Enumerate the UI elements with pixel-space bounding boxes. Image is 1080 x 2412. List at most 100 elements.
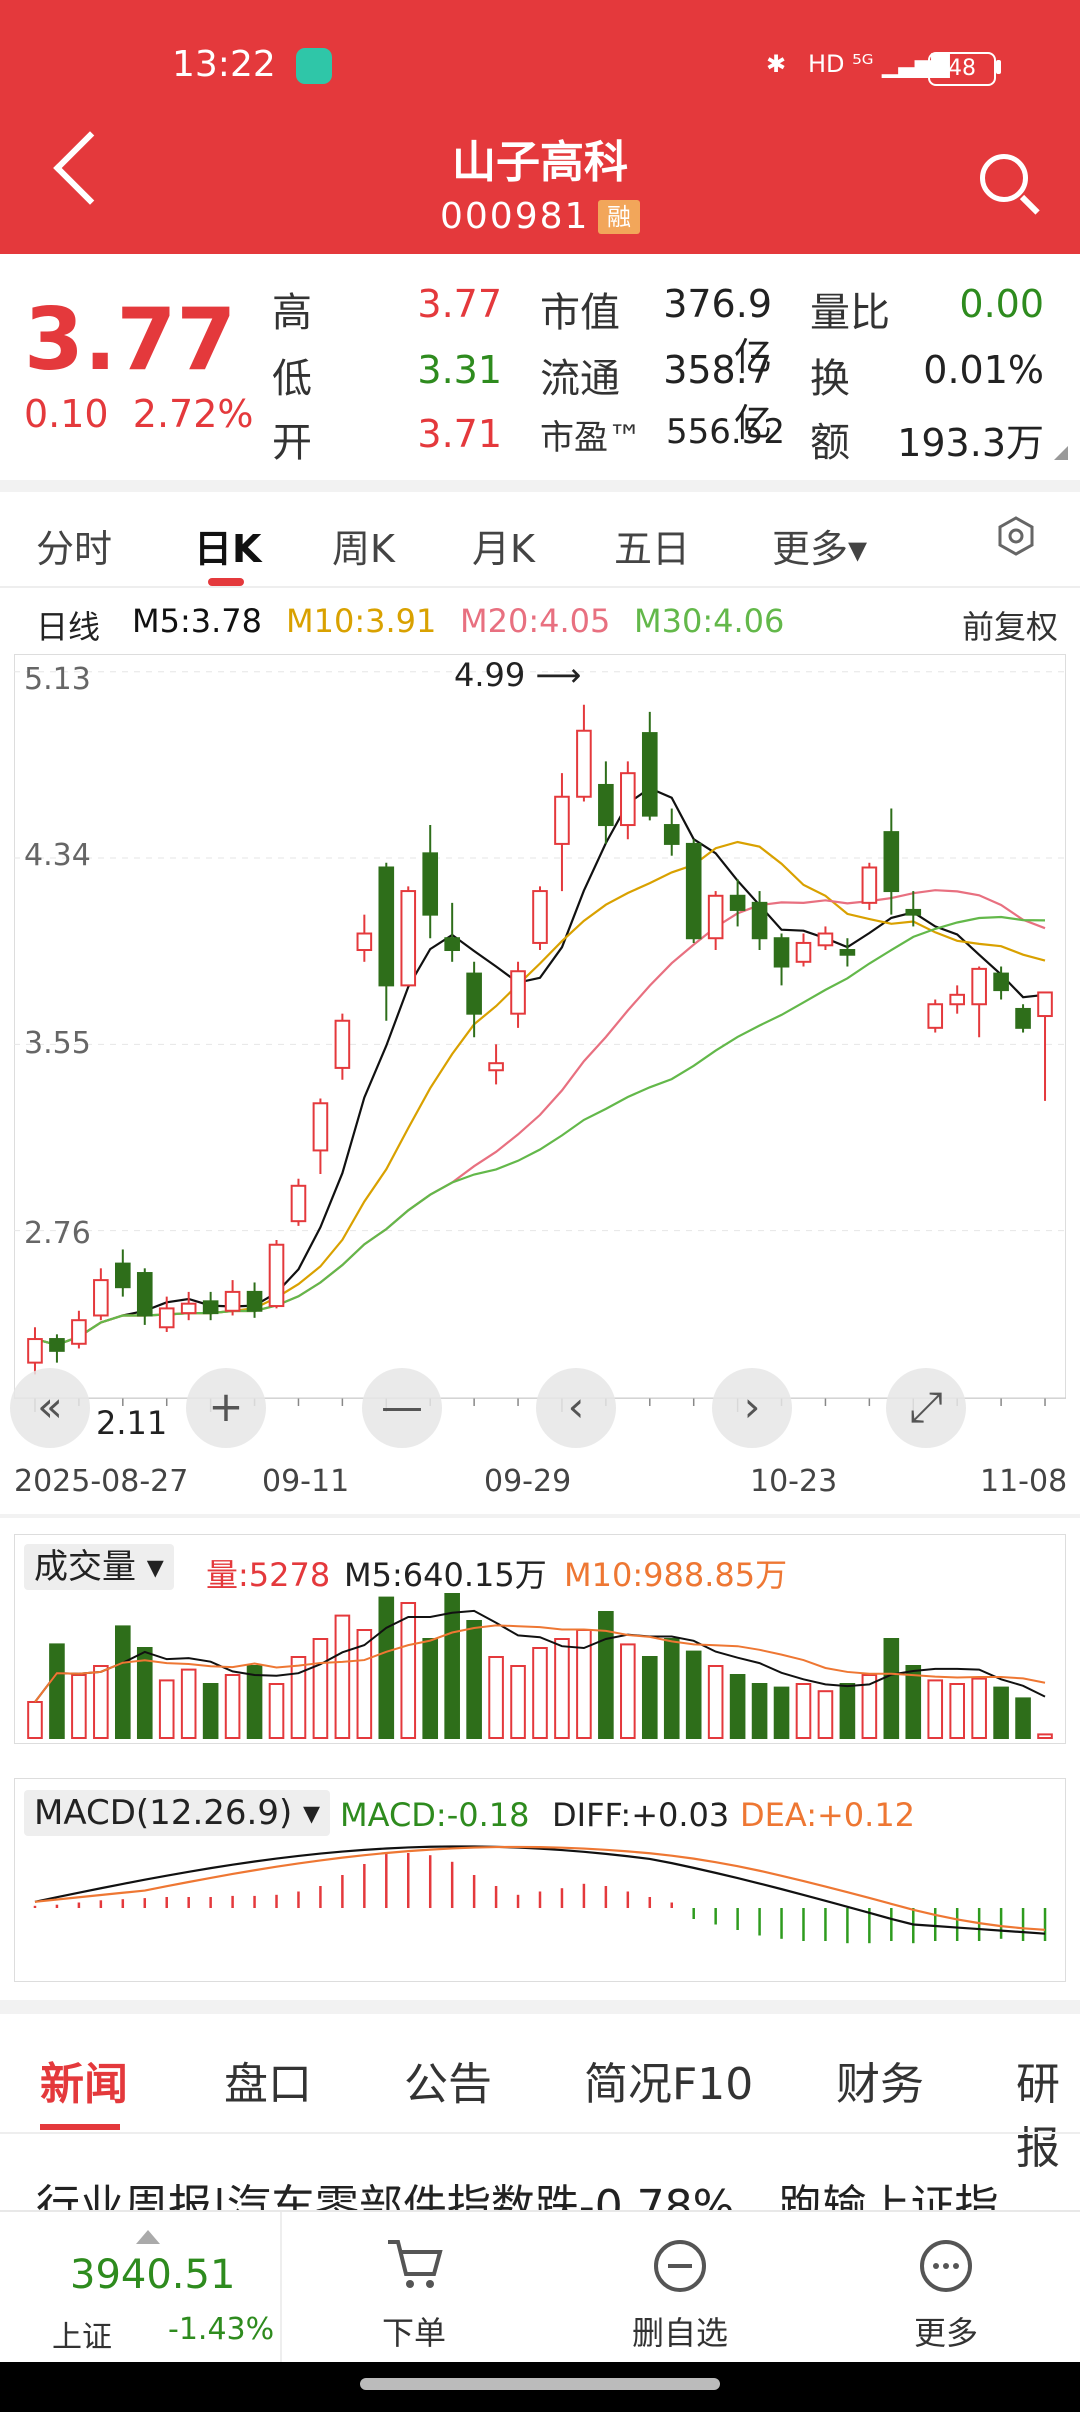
volume-bar	[773, 1686, 790, 1740]
notification-app-icon	[296, 48, 332, 84]
stock-name: 山子高科	[452, 137, 628, 188]
y-tick-label: 3.55	[24, 1026, 91, 1061]
margin-badge: 融	[598, 200, 640, 234]
news-tab[interactable]: 研报	[1016, 2059, 1060, 2174]
stock-code: 000981	[440, 196, 590, 237]
fullscreen-button[interactable]: ⤢	[886, 1368, 966, 1448]
volume-indicator-select[interactable]: 成交量 ▾	[24, 1544, 174, 1590]
news-tab[interactable]: 公告	[404, 2059, 492, 2110]
volume-bar	[993, 1686, 1009, 1740]
zoom-out-button[interactable]: —	[362, 1368, 442, 1448]
period-tab[interactable]: 月K	[472, 527, 535, 571]
ma5-label: M5:3.78	[132, 602, 262, 640]
macd-frame	[14, 1778, 1066, 1982]
volume-bar	[1037, 1733, 1053, 1739]
collapse-up-icon[interactable]	[136, 2230, 160, 2244]
candle	[554, 773, 570, 892]
news-tab[interactable]: 盘口	[224, 2059, 312, 2110]
candle	[598, 761, 614, 844]
period-tab[interactable]: 周K	[332, 527, 395, 571]
volume-bar	[729, 1674, 746, 1739]
volume-bar	[246, 1665, 263, 1739]
news-tab[interactable]: 财务	[836, 2059, 924, 2110]
candle	[246, 1282, 263, 1318]
candle	[180, 1291, 197, 1321]
y-tick-label: 2.76	[24, 1216, 91, 1251]
volume-bar	[620, 1643, 636, 1739]
volume-bar	[751, 1683, 768, 1739]
more-icon[interactable]	[918, 2238, 974, 2294]
quote-label: 高	[272, 290, 312, 336]
quote-label: 市盈™	[540, 418, 642, 458]
cart-icon[interactable]	[384, 2236, 444, 2292]
volume-chart[interactable]	[14, 1534, 1066, 1744]
volume-bar	[817, 1690, 834, 1739]
scroll-left-button[interactable]: ‹	[536, 1368, 616, 1448]
order-button[interactable]: 下单	[381, 2314, 446, 2352]
candle	[751, 891, 768, 951]
candle	[707, 891, 724, 951]
adjust-mode[interactable]: 前复权	[962, 608, 1059, 646]
more-button[interactable]: 更多	[913, 2314, 978, 2352]
gesture-handle[interactable]	[360, 2378, 720, 2390]
candle	[268, 1240, 285, 1309]
settings-gear-icon[interactable]	[996, 516, 1036, 556]
divider	[0, 2000, 1080, 2014]
kline-chart[interactable]	[14, 654, 1066, 1442]
volume-bar	[422, 1638, 439, 1739]
period-tab[interactable]: 分时	[36, 527, 113, 571]
period-tab[interactable]: 日K	[194, 527, 262, 571]
volume-bar	[466, 1620, 482, 1739]
low-annotation: 2.11	[96, 1404, 168, 1442]
volume-bar	[883, 1638, 900, 1739]
news-tab[interactable]: 简况F10	[584, 2059, 754, 2110]
divider	[0, 586, 1080, 588]
scroll-right-button[interactable]: ›	[712, 1368, 792, 1448]
index-change: -1.43%	[168, 2312, 275, 2347]
quote-value: 0.01%	[923, 348, 1044, 392]
macd-chart[interactable]	[14, 1778, 1066, 1982]
quote-value: 3.77	[417, 282, 502, 326]
quote-value: 0.00	[959, 282, 1044, 326]
candle	[158, 1296, 175, 1332]
volume-frame	[14, 1534, 1066, 1744]
volume-bar	[356, 1629, 373, 1739]
candle	[905, 891, 922, 927]
remove-watchlist-icon[interactable]	[652, 2238, 708, 2294]
signal-icon: ▁▃▅▇	[882, 50, 950, 78]
candle	[422, 825, 439, 939]
volume-bar	[971, 1677, 987, 1740]
x-date-label: 09-11	[262, 1464, 350, 1499]
ma20-label: M20:4.05	[460, 602, 611, 640]
index-value[interactable]: 3940.51	[70, 2252, 236, 2298]
news-tab[interactable]: 新闻	[40, 2059, 128, 2110]
ma10-label: M10:3.91	[286, 602, 437, 640]
remove-watchlist-button[interactable]: 删自选	[631, 2314, 728, 2352]
period-tab[interactable]: 更多▾	[772, 527, 868, 571]
candle	[136, 1268, 153, 1325]
volume-bar	[641, 1656, 658, 1739]
expand-corner-icon[interactable]	[1054, 446, 1068, 460]
volume-bar	[685, 1650, 702, 1739]
volume-value: 量:5278	[206, 1556, 331, 1594]
candle	[576, 704, 592, 802]
bottom-toolbar: 3940.51 上证 -1.43% 下单 删自选 更多	[0, 2210, 1080, 2362]
last-price: 3.77	[24, 290, 237, 390]
zoom-in-button[interactable]: +	[186, 1368, 266, 1448]
volume-bar	[927, 1679, 944, 1739]
macd-indicator-select[interactable]: MACD(12.26.9) ▾	[24, 1790, 331, 1836]
period-tab[interactable]: 五日	[614, 527, 691, 571]
volume-bar	[312, 1638, 329, 1739]
x-date-label: 11-08	[980, 1464, 1068, 1499]
search-icon[interactable]	[980, 154, 1028, 202]
ma30-line	[34, 915, 1046, 1347]
quote-value: 3.71	[417, 412, 502, 456]
candle	[993, 966, 1009, 1000]
volume-bar	[27, 1701, 43, 1739]
volume-bar	[949, 1683, 965, 1739]
volume-bar	[444, 1593, 460, 1739]
ma20-line	[34, 889, 1046, 1347]
scroll-left-fast-button[interactable]: «	[10, 1368, 90, 1448]
y-tick-label: 5.13	[24, 662, 91, 697]
volume-m5: M5:640.15万	[344, 1556, 547, 1594]
